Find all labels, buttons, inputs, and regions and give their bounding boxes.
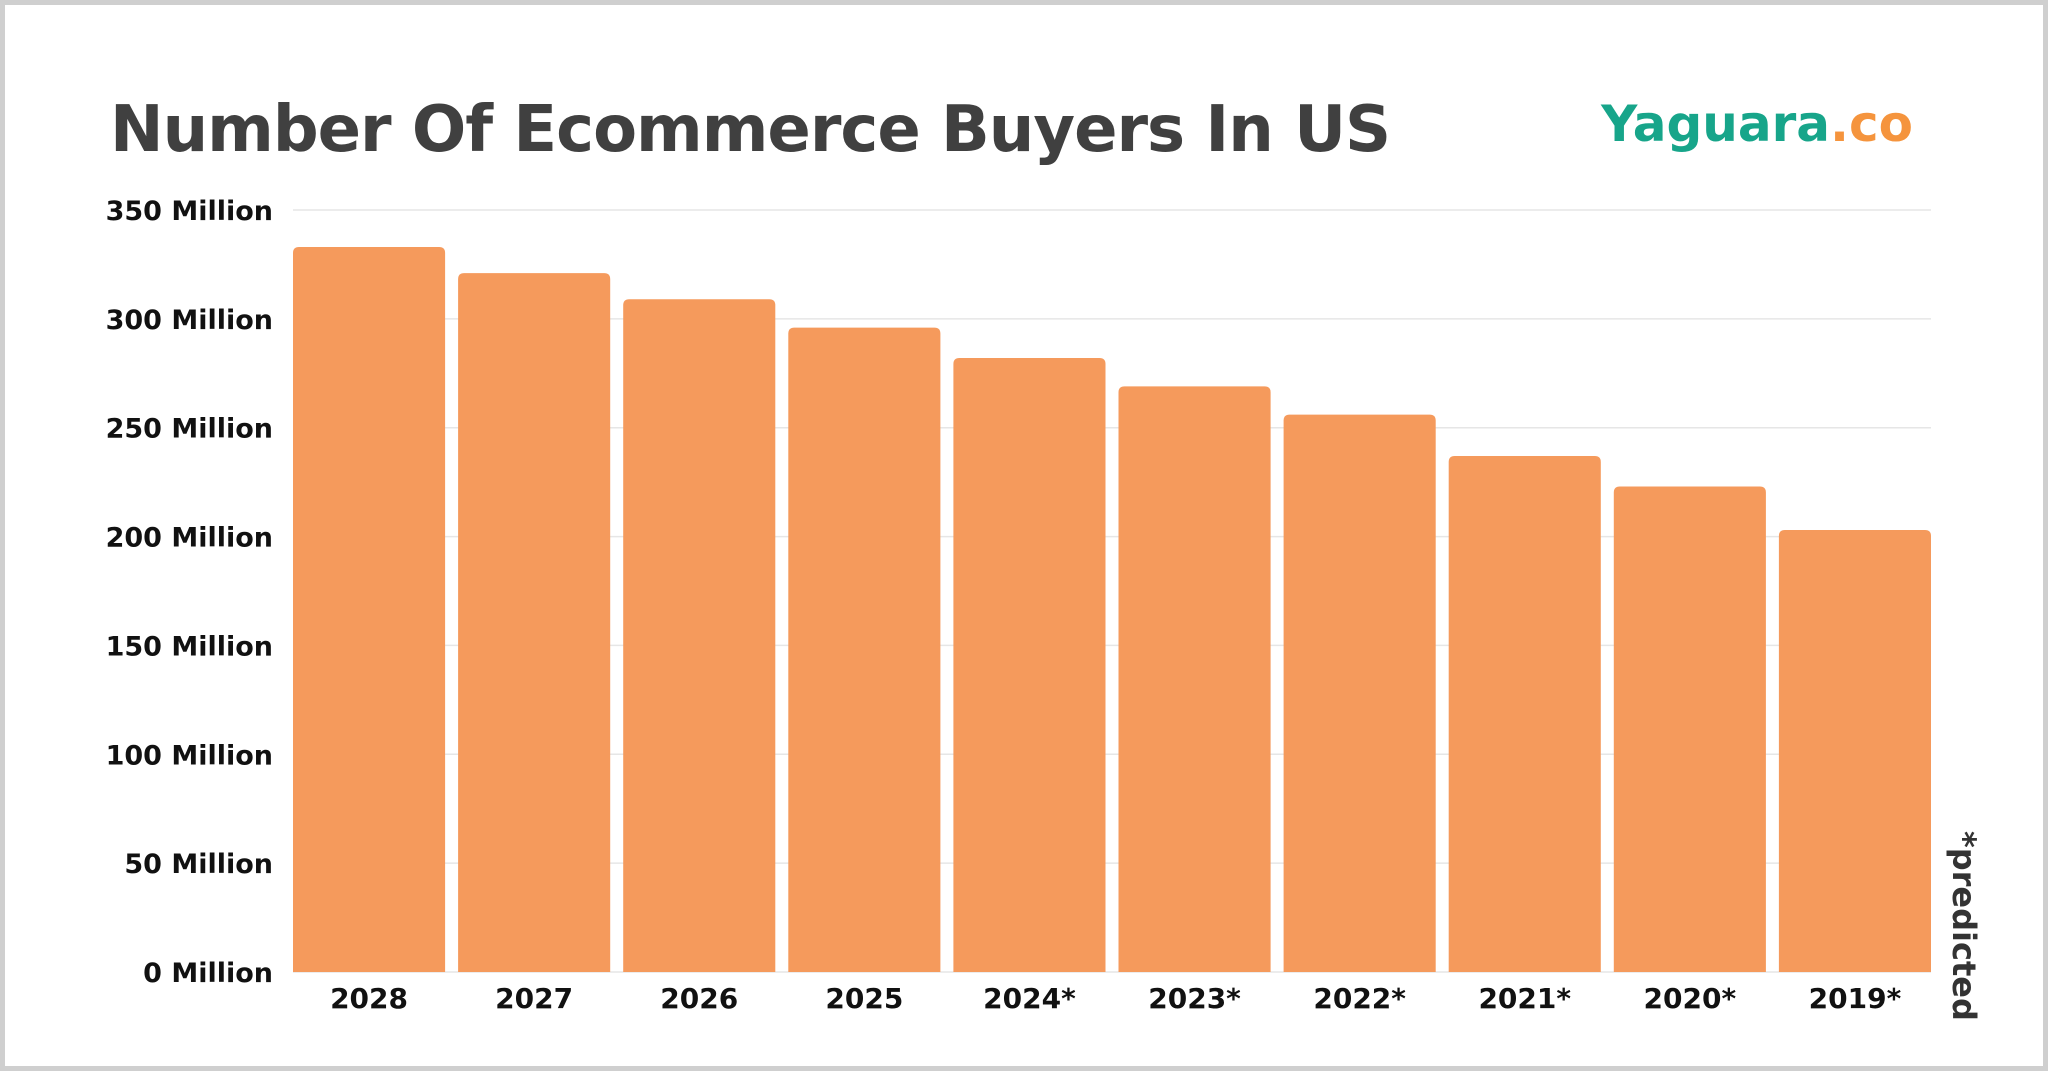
y-tick-label: 100 Million (106, 740, 273, 771)
bar-2020 (1613, 486, 1766, 972)
bar-chart: 0 Million 50 Million 100 Million 150 Millio… (106, 196, 1983, 1021)
y-tick-label: 150 Million (106, 631, 273, 662)
predicted-note: *predicted (1945, 831, 1983, 1021)
x-tick-label: 2020* (1644, 982, 1737, 1015)
x-tick-label: 2022* (1313, 982, 1406, 1015)
x-tick-label: 2024* (983, 982, 1076, 1015)
bars (293, 247, 1931, 973)
y-tick-label: 300 Million (106, 305, 273, 336)
chart-title: Number Of Ecommerce Buyers In US (110, 93, 1391, 167)
x-tick-label: 2028 (330, 982, 408, 1015)
x-tick-label: 2023* (1148, 982, 1241, 1015)
x-tick-label: 2027 (495, 982, 573, 1015)
bar-2026 (623, 299, 776, 973)
x-tick-label: 2026 (660, 982, 738, 1015)
bar-2019 (1778, 530, 1931, 972)
bar-2024 (953, 358, 1106, 972)
x-tick-label: 2025 (825, 982, 903, 1015)
bar-2028 (293, 247, 446, 973)
x-tick-label: 2019* (1809, 982, 1902, 1015)
y-tick-label: 350 Million (106, 196, 273, 227)
bar-2022 (1283, 414, 1436, 972)
bar-2023 (1118, 386, 1271, 972)
brand-logo-main: Yaguara (1601, 95, 1831, 153)
bar-2021 (1448, 456, 1601, 972)
y-tick-label: 200 Million (106, 523, 273, 554)
bar-2027 (458, 273, 611, 972)
x-axis-ticks: 2028 2027 2026 2025 2024* 2023* 2022* 2021* 2020… (330, 982, 1902, 1015)
y-tick-label: 0 Million (143, 958, 273, 989)
y-axis-ticks: 0 Million 50 Million 100 Million 150 Millio… (106, 196, 273, 989)
x-tick-label: 2021* (1478, 982, 1571, 1015)
brand-logo: Yaguara.co (1601, 95, 1913, 153)
brand-logo-suffix: .co (1830, 95, 1913, 153)
bar-2025 (788, 327, 941, 973)
y-tick-label: 50 Million (124, 849, 273, 880)
y-tick-label: 250 Million (106, 414, 273, 445)
